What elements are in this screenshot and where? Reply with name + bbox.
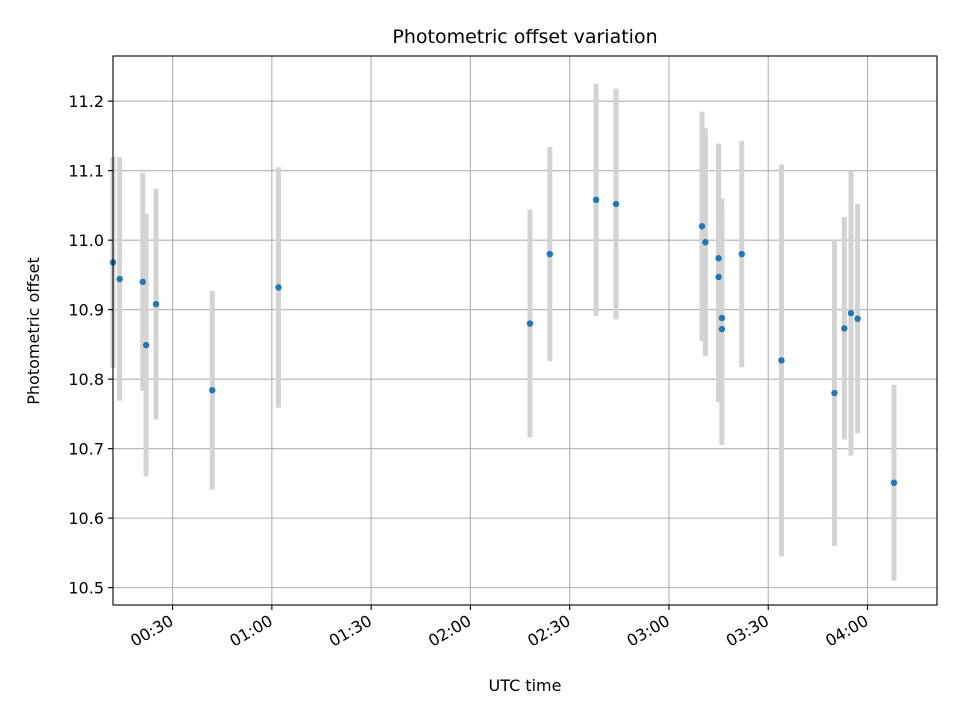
data-point [702, 239, 709, 246]
data-point [592, 196, 600, 204]
y-tick-label: 10.9 [68, 301, 104, 320]
data-point [890, 479, 898, 486]
data-point [718, 314, 726, 322]
data-point [546, 250, 554, 258]
data-point [612, 200, 620, 208]
y-tick-label: 10.8 [68, 370, 104, 389]
data-point [778, 357, 785, 364]
y-axis-label: Photometric offset [24, 257, 43, 405]
data-point [116, 275, 123, 283]
y-tick-label: 11.1 [68, 162, 104, 181]
data-point [738, 250, 745, 258]
data-point [715, 273, 722, 281]
data-point [142, 341, 150, 349]
data-point [715, 255, 722, 262]
data-point [526, 320, 534, 327]
data-point [718, 325, 726, 333]
y-tick-label: 10.6 [68, 509, 104, 528]
chart-title: Photometric offset variation [392, 26, 657, 48]
data-point [847, 309, 855, 317]
x-axis-label: UTC time [489, 676, 562, 695]
data-point [209, 387, 216, 394]
grid-layer [113, 56, 937, 605]
data-point [139, 278, 146, 286]
data-point [152, 300, 160, 308]
data-point [831, 389, 838, 397]
y-tick-label: 11.2 [68, 92, 104, 111]
data-point [854, 315, 861, 322]
y-tick-label: 11.0 [68, 231, 104, 250]
point-layer [109, 196, 898, 486]
data-point [698, 223, 706, 230]
y-tick-label: 10.7 [68, 440, 104, 459]
data-point [841, 325, 848, 332]
plot-area-frame [112, 55, 938, 606]
data-point [275, 284, 282, 291]
y-tick-label: 10.5 [68, 579, 104, 598]
